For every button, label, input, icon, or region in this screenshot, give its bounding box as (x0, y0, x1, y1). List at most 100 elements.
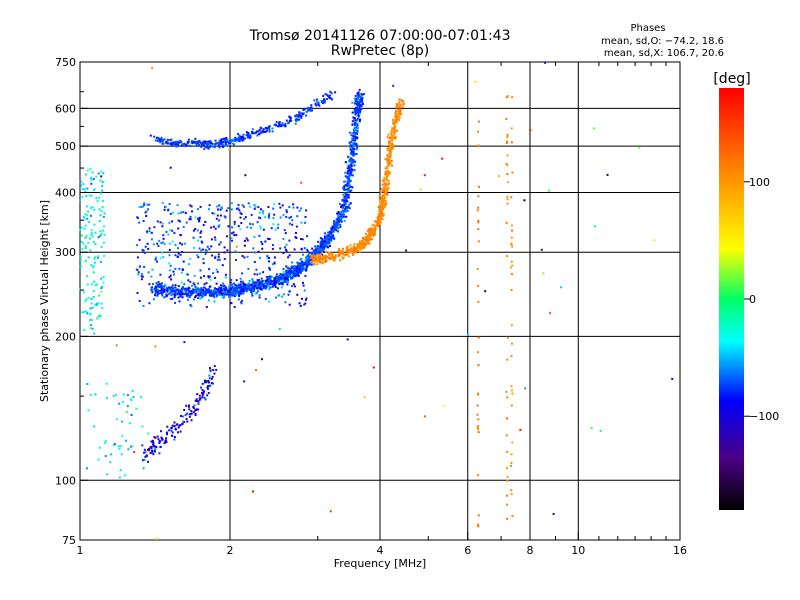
o-mode-point (199, 287, 202, 290)
sparse-noise-point (405, 249, 408, 252)
o-mode-point (265, 285, 267, 288)
diffuse-spread-point (231, 226, 234, 229)
diffuse-spread-point (251, 223, 254, 226)
o-mode-point (232, 290, 235, 293)
diffuse-spread-point (288, 239, 291, 242)
diffuse-spread-point (197, 282, 200, 285)
x-mode-point (337, 255, 340, 258)
diffuse-spread-point (268, 214, 270, 217)
o-mode-point (194, 285, 197, 288)
noise-point (510, 289, 513, 291)
noise-point (506, 198, 509, 201)
diffuse-spread-point (216, 214, 219, 217)
diffuse-spread-point (272, 223, 275, 226)
o-mode-point (190, 293, 193, 296)
low-freq-point (92, 265, 95, 268)
x-mode-point (358, 240, 361, 243)
diffuse-spread-point (145, 215, 148, 217)
o-mode-point (357, 103, 360, 106)
o-mode-point (233, 292, 236, 295)
x-mode-point (391, 164, 394, 167)
low-freq-point (103, 225, 106, 228)
low-freq-point (128, 422, 131, 425)
noise-point (506, 133, 509, 136)
x-mode-point (352, 254, 355, 256)
noise-point (506, 475, 509, 478)
low-freq-point (100, 246, 103, 248)
low-freq-point (93, 188, 96, 191)
diffuse-spread-point (215, 282, 218, 285)
diffuse-spread-point (197, 239, 199, 242)
x-mode-point (399, 112, 402, 115)
x-mode-point (370, 230, 373, 233)
o-mode-point (289, 273, 292, 276)
x-mode-point (386, 149, 389, 152)
low-freq-point (95, 302, 98, 305)
upper-echo-point (294, 114, 297, 117)
o-mode-point (162, 286, 165, 289)
diffuse-spread-point (279, 216, 282, 219)
upper-echo-point (191, 142, 194, 145)
diffuse-spread-point (230, 202, 233, 205)
noise-point (506, 396, 509, 399)
low-freq-point (130, 445, 133, 448)
diffuse-spread-point (253, 207, 256, 210)
diffuse-spread-point (177, 212, 180, 215)
low-freq-point (140, 396, 142, 399)
x-mode-point (361, 242, 364, 245)
diffuse-spread-point (203, 283, 206, 286)
x-mode-point (345, 246, 348, 249)
diffuse-spread-point (150, 238, 153, 241)
y-tick-label: 75 (62, 534, 76, 547)
low-freq-point (101, 206, 104, 209)
x-mode-point (383, 190, 386, 193)
sparse-noise-point (329, 510, 332, 513)
x-mode-point (378, 194, 381, 197)
upper-echo-point (323, 99, 326, 101)
o-mode-point (343, 197, 346, 200)
o-mode-point (335, 218, 338, 221)
diffuse-spread-point (174, 301, 176, 304)
x-mode-point (399, 111, 402, 114)
x-mode-point (329, 252, 332, 255)
e-region-point (207, 381, 210, 384)
diffuse-spread-point (159, 221, 162, 224)
diffuse-spread-point (239, 228, 242, 231)
o-mode-point (290, 265, 293, 268)
sparse-noise-point (484, 290, 487, 293)
noise-point (511, 342, 513, 345)
diffuse-spread-point (226, 235, 228, 238)
x-mode-point (361, 246, 364, 249)
upper-echo-point (323, 101, 326, 104)
low-freq-point (82, 216, 85, 218)
o-mode-point (212, 290, 215, 293)
diffuse-spread-point (240, 302, 243, 305)
diffuse-spread-point (168, 249, 171, 251)
o-mode-point (310, 263, 313, 266)
low-freq-point (109, 461, 112, 464)
x-mode-point (339, 259, 342, 262)
upper-echo-point (190, 140, 193, 143)
colorbar (719, 88, 744, 510)
low-freq-point (98, 208, 101, 211)
x-mode-point (387, 180, 390, 183)
low-freq-point (103, 254, 106, 257)
diffuse-spread-point (268, 238, 271, 240)
upper-echo-point (248, 137, 251, 140)
o-mode-point (293, 274, 296, 277)
diffuse-spread-point (216, 270, 219, 273)
o-mode-point (228, 287, 231, 290)
upper-echo-point (294, 118, 297, 121)
diffuse-spread-point (223, 251, 226, 254)
low-freq-point (93, 332, 96, 335)
x-mode-point (376, 221, 379, 224)
o-mode-point (351, 132, 354, 135)
x-mode-point (393, 132, 396, 135)
diffuse-spread-point (241, 272, 243, 275)
diffuse-spread-point (198, 220, 200, 223)
o-mode-point (260, 285, 263, 288)
diffuse-spread-point (226, 249, 229, 252)
x-mode-point (311, 261, 314, 264)
upper-echo-point (283, 124, 286, 127)
o-mode-point (224, 289, 227, 292)
